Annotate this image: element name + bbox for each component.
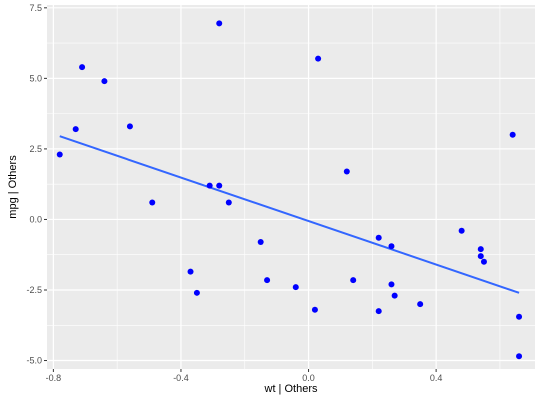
data-point xyxy=(375,234,382,241)
x-tick-label: -0.4 xyxy=(173,373,189,383)
data-point xyxy=(417,301,424,308)
y-tick-label: 7.5 xyxy=(29,3,42,13)
y-tick-label: 0.0 xyxy=(29,214,42,224)
y-axis-title: mpg | Others xyxy=(7,155,19,219)
x-axis-title: wt | Others xyxy=(264,383,318,395)
plot-panel xyxy=(47,5,535,369)
data-point xyxy=(72,126,79,133)
data-point xyxy=(516,313,523,320)
data-point xyxy=(350,277,357,284)
regression-line xyxy=(59,135,520,294)
data-point xyxy=(311,306,318,313)
data-point xyxy=(375,308,382,315)
data-point xyxy=(315,55,322,62)
data-point xyxy=(79,64,86,71)
data-point xyxy=(216,182,223,189)
data-point xyxy=(149,199,156,206)
data-points xyxy=(56,20,523,360)
y-tick-label: 2.5 xyxy=(29,144,42,154)
y-axis-ticks: -5.0 -2.5 0.0 2.5 5.0 7.5 xyxy=(26,3,47,366)
x-axis-ticks: -0.8 -0.4 0.0 0.4 xyxy=(46,369,443,383)
y-tick-label: -5.0 xyxy=(26,356,42,366)
data-point xyxy=(388,243,395,250)
data-point xyxy=(225,199,232,206)
data-point xyxy=(126,123,133,130)
data-point xyxy=(458,227,465,234)
data-point xyxy=(480,258,487,265)
data-point xyxy=(257,239,264,246)
data-point xyxy=(391,292,398,299)
data-point xyxy=(516,353,523,360)
x-tick-label: 0.4 xyxy=(430,373,443,383)
data-point xyxy=(216,20,223,27)
data-point xyxy=(343,168,350,175)
x-tick-label: -0.8 xyxy=(46,373,62,383)
y-tick-label: 5.0 xyxy=(29,73,42,83)
data-point xyxy=(264,277,271,284)
data-point xyxy=(101,78,108,85)
major-gridlines xyxy=(47,5,535,369)
y-tick-label: -2.5 xyxy=(26,285,42,295)
data-point xyxy=(388,281,395,288)
data-point xyxy=(187,268,194,275)
data-point xyxy=(292,284,299,291)
data-point xyxy=(193,289,200,296)
data-point xyxy=(56,151,63,158)
regression-line-group xyxy=(59,135,520,294)
data-point xyxy=(477,253,484,260)
x-tick-label: 0.0 xyxy=(302,373,315,383)
data-point xyxy=(206,182,213,189)
data-point xyxy=(477,246,484,253)
data-point xyxy=(509,131,516,138)
minor-gridlines xyxy=(47,5,535,369)
